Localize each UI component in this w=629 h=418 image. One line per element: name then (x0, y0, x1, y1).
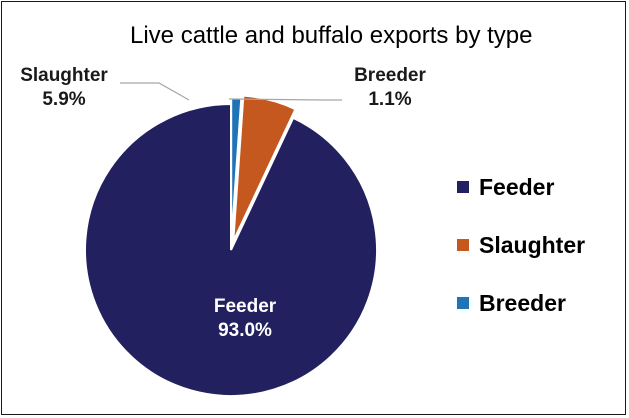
legend-item-slaughter: Slaughter (457, 216, 585, 274)
legend-item-breeder: Breeder (457, 274, 585, 332)
data-label-breeder-value: 1.1% (368, 89, 412, 110)
legend: Feeder Slaughter Breeder (457, 158, 585, 332)
legend-swatch-feeder (457, 181, 469, 193)
data-label-feeder-name: Feeder (213, 296, 277, 317)
pie-slice-feeder (84, 102, 378, 397)
leader-line-breeder (228, 98, 342, 101)
leader-line-slaughter (120, 82, 190, 101)
legend-label-slaughter: Slaughter (479, 231, 586, 258)
data-label-breeder-name: Breeder (354, 65, 426, 86)
data-label-feeder-value: 93.0% (218, 320, 272, 341)
legend-label-breeder: Breeder (479, 289, 566, 316)
legend-swatch-slaughter (457, 239, 469, 251)
data-label-slaughter-name: Slaughter (20, 65, 108, 86)
chart-title: Live cattle and buffalo exports by type (130, 22, 533, 49)
data-label-breeder: Breeder 1.1% (340, 64, 440, 112)
pie-slice-breeder (230, 97, 243, 245)
legend-swatch-breeder (457, 297, 469, 309)
data-label-slaughter-value: 5.9% (42, 89, 86, 110)
data-label-feeder: Feeder 93.0% (190, 295, 300, 343)
legend-item-feeder: Feeder (457, 158, 585, 216)
data-label-slaughter: Slaughter 5.9% (8, 64, 120, 112)
legend-label-feeder: Feeder (479, 173, 555, 200)
